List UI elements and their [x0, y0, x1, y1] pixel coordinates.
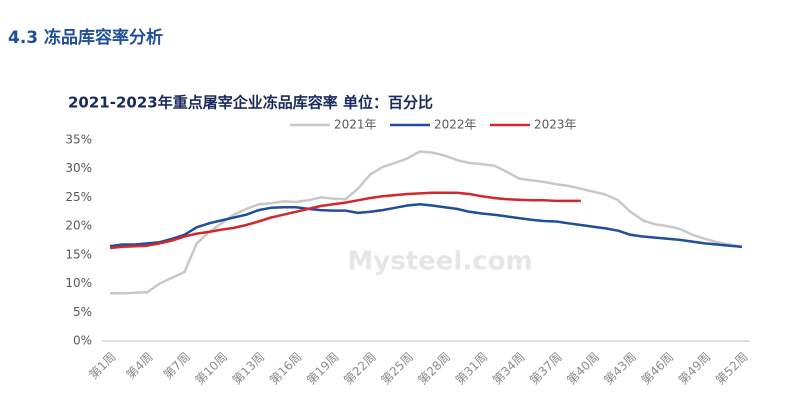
x-tick-label: 第13周: [230, 350, 268, 388]
y-tick-label: 5%: [73, 305, 92, 319]
x-tick-label: 第46周: [639, 350, 677, 388]
y-tick-label: 15%: [65, 247, 92, 261]
y-tick-label: 25%: [65, 190, 92, 204]
x-tick-label: 第25周: [378, 350, 416, 388]
series-line: [110, 150, 743, 295]
x-tick-label: 第52周: [713, 350, 751, 388]
series-line: [109, 203, 743, 249]
legend-label: 2023年: [534, 118, 577, 132]
legend-label: 2021年: [334, 118, 377, 132]
x-tick-label: 第1周: [86, 350, 118, 382]
legend-label: 2022年: [434, 118, 477, 132]
x-tick-label: 第37周: [527, 350, 565, 388]
x-tick-label: 第4周: [123, 350, 155, 382]
y-tick-label: 35%: [65, 133, 92, 147]
x-tick-label: 第7周: [161, 350, 193, 382]
x-tick-label: 第22周: [341, 350, 379, 388]
x-tick-label: 第28周: [416, 350, 454, 388]
watermark: Mysteel.com: [347, 247, 532, 277]
x-tick-label: 第31周: [453, 350, 491, 388]
x-tick-label: 第43周: [601, 350, 639, 388]
x-tick-label: 第40周: [564, 350, 602, 388]
x-tick-label: 第16周: [267, 350, 305, 388]
x-tick-label: 第49周: [676, 350, 714, 388]
y-tick-label: 20%: [65, 219, 92, 233]
x-tick-label: 第19周: [304, 350, 342, 388]
section-title: 4.3 冻品库容率分析: [8, 27, 163, 48]
y-tick-label: 10%: [65, 276, 92, 290]
y-tick-label: 0%: [73, 334, 92, 348]
series-line: [109, 191, 581, 250]
y-tick-label: 30%: [65, 161, 92, 175]
chart-title: 2021-2023年重点屠宰企业冻品库容率 单位：百分比: [68, 94, 433, 112]
x-tick-label: 第10周: [192, 350, 230, 388]
x-tick-label: 第34周: [490, 350, 528, 388]
